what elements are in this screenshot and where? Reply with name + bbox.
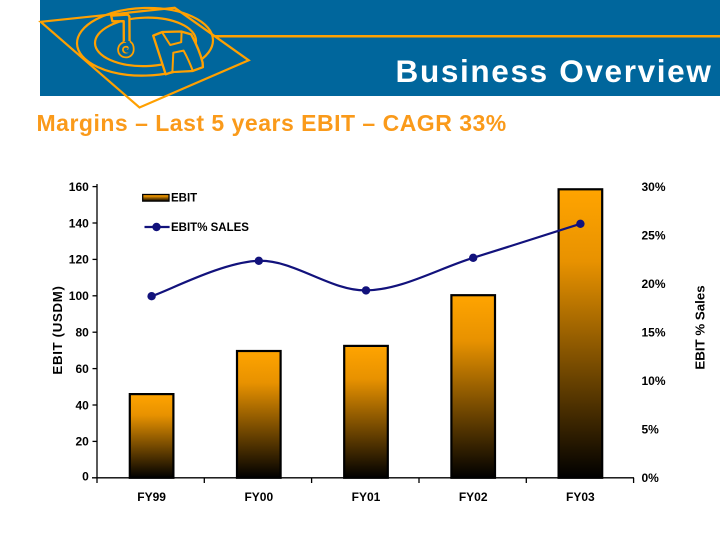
svg-text:40: 40 bbox=[75, 398, 89, 412]
svg-text:FY01: FY01 bbox=[352, 490, 381, 504]
svg-text:25%: 25% bbox=[642, 228, 666, 242]
svg-text:FY03: FY03 bbox=[566, 490, 595, 504]
svg-text:EBIT (USDM): EBIT (USDM) bbox=[50, 285, 65, 374]
svg-text:80: 80 bbox=[75, 326, 89, 340]
svg-text:0%: 0% bbox=[642, 471, 660, 485]
svg-text:5%: 5% bbox=[642, 422, 660, 436]
svg-text:EBIT: EBIT bbox=[171, 193, 197, 205]
svg-text:FY00: FY00 bbox=[244, 490, 273, 504]
svg-text:160: 160 bbox=[69, 180, 89, 194]
svg-text:100: 100 bbox=[69, 289, 89, 303]
svg-text:15%: 15% bbox=[642, 325, 666, 339]
svg-text:EBIT% SALES: EBIT% SALES bbox=[171, 222, 249, 234]
svg-text:30%: 30% bbox=[642, 180, 666, 194]
svg-text:EBIT % Sales: EBIT % Sales bbox=[693, 285, 708, 369]
svg-text:140: 140 bbox=[69, 216, 89, 230]
svg-text:20%: 20% bbox=[642, 277, 666, 291]
svg-text:0: 0 bbox=[82, 470, 89, 484]
svg-text:FY99: FY99 bbox=[137, 490, 166, 504]
svg-text:60: 60 bbox=[75, 362, 89, 376]
svg-text:10%: 10% bbox=[642, 374, 666, 388]
svg-text:FY02: FY02 bbox=[459, 490, 488, 504]
svg-text:120: 120 bbox=[69, 253, 89, 267]
svg-text:20: 20 bbox=[75, 435, 89, 449]
